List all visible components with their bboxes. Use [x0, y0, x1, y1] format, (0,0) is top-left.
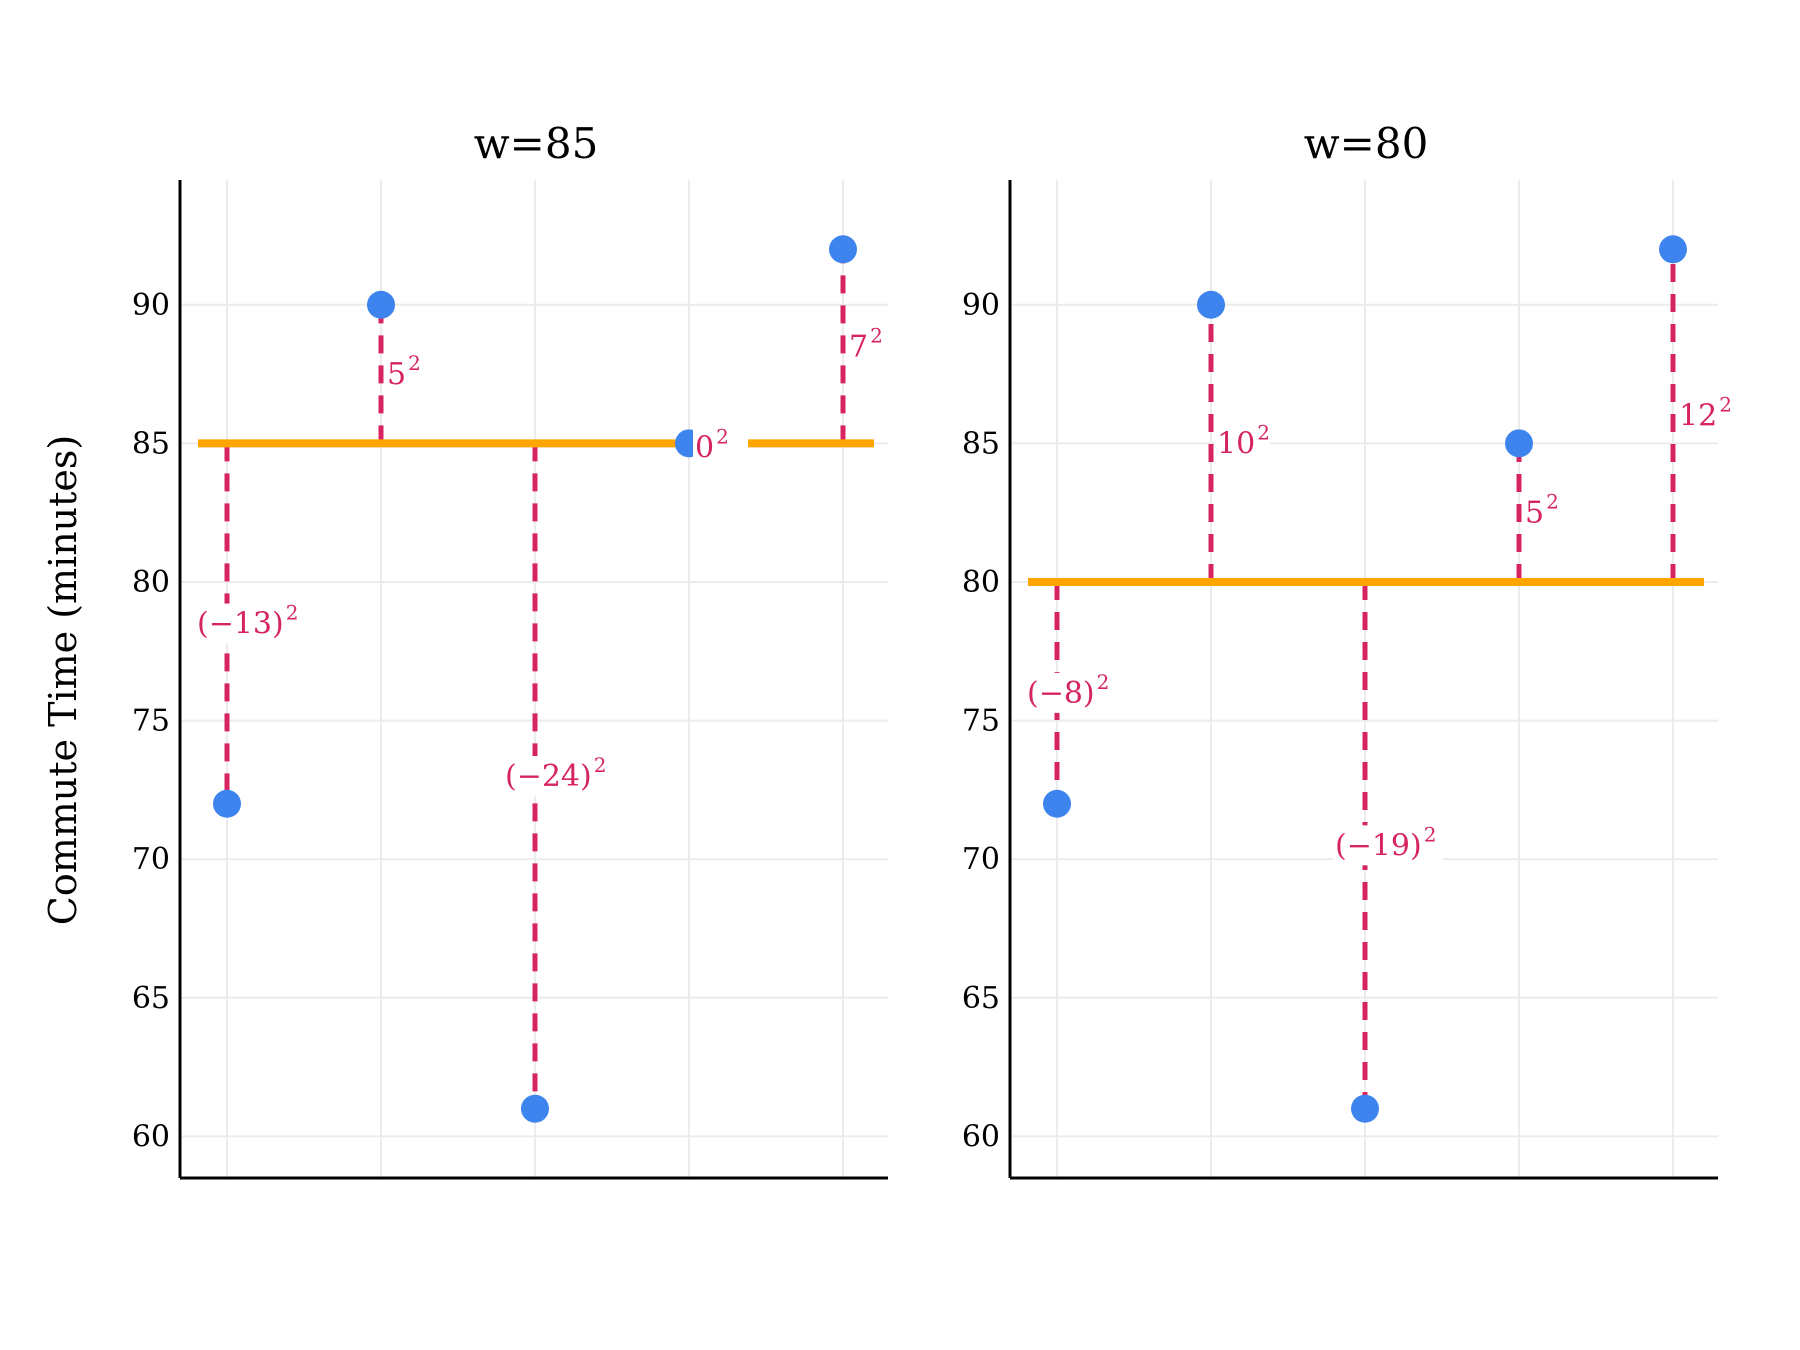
residual-label-exponent: 2 [1424, 822, 1437, 846]
residual-label-base: (−8) [1027, 676, 1095, 711]
residual-label-exponent: 2 [408, 351, 421, 375]
residual-label-bg [1333, 825, 1443, 866]
residual-label: (−8) 2 [1027, 670, 1109, 711]
y-tick-label: 90 [132, 288, 170, 323]
residual-label-base: 5 [387, 357, 406, 392]
data-point [1505, 429, 1533, 458]
panel-title: w=85 [474, 119, 599, 168]
y-tick-label: 60 [132, 1119, 170, 1154]
data-point [1351, 1094, 1379, 1123]
residual-label-exponent: 2 [286, 601, 299, 625]
y-tick-label: 80 [962, 565, 1000, 600]
residual-label-base: 10 [1217, 426, 1255, 461]
y-tick-label: 90 [962, 288, 1000, 323]
residual-label-exponent: 2 [1719, 393, 1732, 417]
residual-label-bg [195, 603, 305, 644]
residual-label-bg [1677, 395, 1732, 436]
residual-label-exponent: 2 [870, 323, 883, 347]
y-tick-label: 85 [962, 426, 1000, 461]
residual-label: 12 2 [1679, 393, 1732, 434]
panel-title: w=80 [1304, 119, 1429, 168]
data-point [367, 290, 395, 319]
y-tick-label: 75 [132, 704, 170, 739]
residual-label-bg [847, 326, 902, 367]
y-tick-label: 65 [962, 981, 1000, 1016]
data-point [213, 789, 241, 818]
residual-label-base: 12 [1679, 399, 1717, 434]
data-point [1659, 235, 1687, 264]
residual-label-exponent: 2 [1546, 490, 1559, 514]
residual-label-exponent: 2 [1097, 670, 1110, 694]
y-axis-label: Commute Time (minutes) [41, 435, 85, 925]
residual-label-exponent: 2 [1257, 420, 1270, 444]
residual-label-bg [1523, 492, 1578, 533]
residual-label-bg [385, 354, 440, 395]
residual-label-bg [1025, 672, 1135, 713]
y-tick-label: 70 [132, 842, 170, 877]
data-point [1043, 789, 1071, 818]
data-point [829, 235, 857, 264]
data-point [1197, 290, 1225, 319]
residual-label-base: 7 [849, 329, 868, 364]
residual-label-bg [693, 427, 748, 468]
y-tick-label: 65 [132, 981, 170, 1016]
residual-label: (−19) 2 [1335, 822, 1436, 863]
residual-label-base: 5 [1525, 496, 1544, 531]
residual-label-bg [1215, 423, 1270, 464]
y-tick-label: 60 [962, 1119, 1000, 1154]
residual-label-base: (−13) [197, 607, 284, 642]
y-tick-label: 85 [132, 426, 170, 461]
data-point [521, 1094, 549, 1123]
residual-label-base: 0 [695, 430, 714, 465]
residual-label: (−24) 2 [505, 753, 606, 794]
residual-label-exponent: 2 [716, 424, 729, 448]
residual-label-exponent: 2 [594, 753, 607, 777]
residual-label-base: (−24) [505, 759, 592, 794]
y-tick-label: 80 [132, 565, 170, 600]
y-tick-label: 70 [962, 842, 1000, 877]
y-tick-label: 75 [962, 704, 1000, 739]
residual-label-bg [503, 756, 613, 797]
residual-label-base: (−19) [1335, 828, 1422, 863]
residual-label: 10 2 [1217, 420, 1270, 461]
residual-label: (−13) 2 [197, 601, 298, 642]
